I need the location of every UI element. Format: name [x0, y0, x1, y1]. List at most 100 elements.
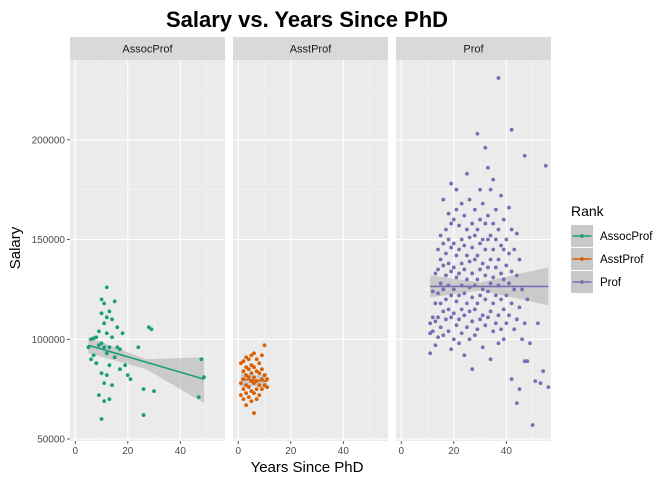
data-point: [120, 331, 125, 336]
data-point: [454, 187, 459, 192]
x-tick-label: 20: [285, 446, 297, 457]
data-point: [449, 293, 454, 298]
data-point: [125, 373, 130, 378]
data-point: [467, 337, 472, 342]
data-point: [467, 309, 472, 314]
x-axis-label: Years Since PhD: [251, 459, 364, 476]
data-point: [238, 361, 243, 366]
data-point: [501, 307, 506, 312]
data-point: [501, 217, 506, 222]
legend-key-point: [580, 257, 584, 261]
data-point: [110, 383, 114, 388]
data-point: [436, 291, 440, 296]
data-point: [465, 253, 469, 258]
data-point: [475, 227, 480, 232]
data-point: [252, 365, 256, 370]
data-point: [530, 423, 535, 427]
data-point: [451, 337, 456, 342]
data-point: [430, 329, 435, 334]
legend-item: AssocProf: [571, 225, 653, 247]
data-point: [454, 299, 459, 304]
data-point: [262, 383, 267, 388]
data-point: [501, 337, 506, 342]
data-point: [475, 327, 480, 332]
data-point: [244, 355, 249, 360]
y-tick-label: 50000: [37, 435, 65, 446]
data-point: [451, 265, 456, 270]
legend: Rank AssocProf AsstProf Prof: [571, 203, 653, 293]
data-point: [436, 247, 440, 252]
x-tick-label: 0: [398, 446, 404, 457]
data-point: [446, 307, 451, 312]
data-point: [257, 383, 262, 388]
data-point: [486, 289, 490, 294]
data-point: [457, 271, 461, 276]
data-point: [118, 347, 122, 352]
data-point: [436, 267, 440, 272]
data-point: [94, 361, 99, 366]
data-point: [252, 375, 256, 380]
data-point: [483, 297, 488, 302]
facet-panels: AssocProf 0 20 40 AsstProf 0 20 40 Prof 0 20 40: [70, 37, 551, 457]
data-point: [249, 353, 254, 358]
data-point: [451, 241, 456, 246]
data-point: [528, 341, 532, 346]
data-point: [254, 369, 259, 374]
data-point: [102, 399, 107, 404]
data-point: [462, 213, 467, 218]
x-tick-label: 40: [338, 446, 350, 457]
data-point: [514, 273, 519, 278]
data-point: [96, 343, 101, 348]
data-point: [486, 165, 490, 170]
data-point: [454, 253, 459, 258]
data-point: [509, 377, 514, 382]
panel-background: [396, 60, 551, 441]
data-point: [459, 331, 464, 336]
data-point: [249, 389, 254, 394]
data-point: [241, 387, 246, 392]
data-point: [472, 233, 477, 238]
y-tick-label: 100000: [32, 335, 66, 346]
data-point: [115, 345, 120, 350]
x-tick-label: 0: [235, 446, 241, 457]
data-point: [491, 329, 496, 334]
data-point: [104, 285, 109, 290]
data-point: [486, 315, 490, 320]
data-point: [104, 315, 109, 320]
data-point: [499, 327, 503, 332]
data-point: [241, 369, 246, 374]
data-point: [246, 385, 251, 390]
x-tick-label: 40: [175, 446, 187, 457]
data-point: [514, 231, 519, 236]
data-point: [509, 301, 514, 306]
data-point: [501, 277, 506, 282]
data-point: [102, 301, 107, 306]
data-point: [99, 341, 104, 346]
data-point: [543, 163, 548, 168]
data-point: [507, 313, 511, 318]
y-axis-label: Salary: [7, 226, 24, 269]
data-point: [496, 227, 501, 232]
data-point: [118, 367, 122, 372]
data-point: [472, 257, 477, 262]
data-point: [123, 363, 128, 368]
data-point: [486, 265, 490, 270]
data-point: [244, 373, 249, 378]
data-point: [470, 221, 475, 226]
data-point: [107, 345, 112, 350]
data-point: [488, 233, 493, 238]
data-point: [430, 289, 435, 294]
data-point: [478, 187, 482, 192]
data-point: [462, 267, 467, 272]
data-point: [478, 317, 482, 322]
data-point: [246, 367, 251, 372]
data-point: [507, 251, 511, 256]
data-point: [246, 375, 251, 380]
data-point: [493, 321, 498, 326]
data-point: [475, 131, 480, 136]
data-point: [486, 237, 490, 242]
data-point: [141, 387, 146, 392]
legend-label: AssocProf: [600, 231, 653, 243]
y-tick-label: 150000: [32, 235, 66, 246]
